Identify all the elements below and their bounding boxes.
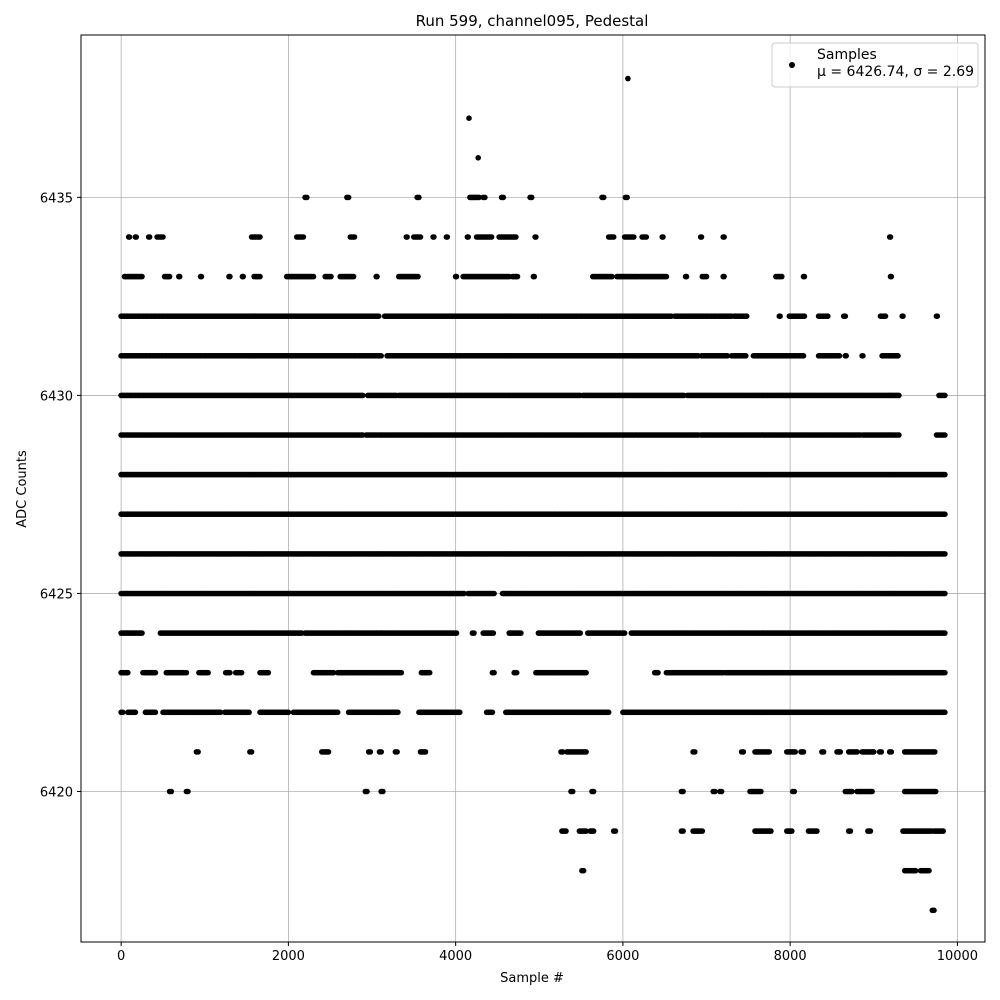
sample-point: [900, 313, 906, 320]
sample-point: [453, 273, 460, 280]
sample-point: [860, 353, 866, 359]
sample-point: [513, 234, 519, 240]
sample-point: [934, 313, 941, 320]
sample-point: [942, 471, 948, 478]
sample-point: [743, 353, 749, 359]
sample-point: [836, 353, 843, 359]
sample-point: [491, 590, 497, 597]
sample-point: [698, 234, 705, 240]
sample-point: [801, 313, 808, 320]
sample-point: [227, 273, 233, 280]
sample-point: [721, 234, 727, 240]
sample-point: [942, 590, 948, 597]
sample-point: [842, 313, 849, 320]
sample-point: [198, 273, 205, 280]
sample-point: [942, 551, 948, 557]
sample-point: [624, 194, 630, 201]
sample-point: [660, 234, 666, 240]
sample-point: [310, 273, 317, 280]
sample-point: [843, 353, 849, 359]
sample-point: [777, 313, 783, 320]
sample-point: [600, 194, 607, 201]
sample-point: [375, 313, 382, 320]
sample-point: [743, 313, 750, 320]
sample-point: [942, 511, 948, 517]
sample-point: [631, 234, 637, 240]
sample-point: [531, 273, 538, 280]
sample-point: [888, 273, 895, 280]
sample-point: [801, 273, 808, 280]
sample-point: [683, 273, 690, 280]
sample-point: [345, 194, 352, 201]
sample-point: [360, 392, 366, 399]
sample-point: [724, 353, 731, 359]
sample-point: [257, 234, 263, 240]
sample-point: [488, 234, 495, 240]
sample-point: [609, 273, 615, 280]
sample-point: [500, 194, 507, 201]
sample-point: [825, 313, 831, 320]
sample-point: [942, 392, 948, 399]
sample-point: [378, 353, 385, 359]
sample-point: [800, 353, 807, 359]
sample-point: [431, 234, 437, 240]
sample-point: [126, 234, 133, 240]
sample-point: [404, 234, 410, 240]
sample-point: [417, 234, 424, 240]
sample-point: [176, 273, 183, 280]
sample-point: [643, 234, 650, 240]
sample-point: [166, 273, 173, 280]
sample-point: [300, 234, 307, 240]
sample-point: [896, 432, 902, 438]
sample-point: [896, 392, 902, 399]
sample-point: [882, 313, 889, 320]
sample-point: [533, 234, 539, 240]
sample-point: [374, 273, 380, 280]
sample-point: [350, 273, 357, 280]
sample-point: [465, 234, 472, 240]
sample-point: [942, 432, 948, 438]
grid-layer: [81, 35, 985, 942]
sample-point: [416, 194, 422, 201]
sample-point: [663, 273, 670, 280]
sample-point: [703, 273, 710, 280]
sample-points: [118, 75, 948, 914]
sample-point: [133, 234, 139, 240]
sample-point: [528, 194, 535, 201]
sample-point: [351, 234, 358, 240]
sample-point: [610, 234, 617, 240]
sample-point: [444, 234, 451, 240]
sample-point: [240, 273, 246, 280]
sample-point: [415, 273, 421, 280]
sample-point: [257, 273, 263, 280]
sample-point: [328, 273, 334, 280]
sample-point: [895, 353, 901, 359]
sample-point: [476, 194, 482, 201]
sample-point: [887, 234, 894, 240]
sample-point: [160, 234, 166, 240]
sample-point: [514, 273, 521, 280]
sample-point: [482, 194, 488, 201]
sample-point: [721, 273, 727, 280]
sample-point: [146, 234, 153, 240]
sample-point: [779, 273, 785, 280]
sample-point: [139, 273, 145, 280]
sample-point: [304, 194, 310, 201]
